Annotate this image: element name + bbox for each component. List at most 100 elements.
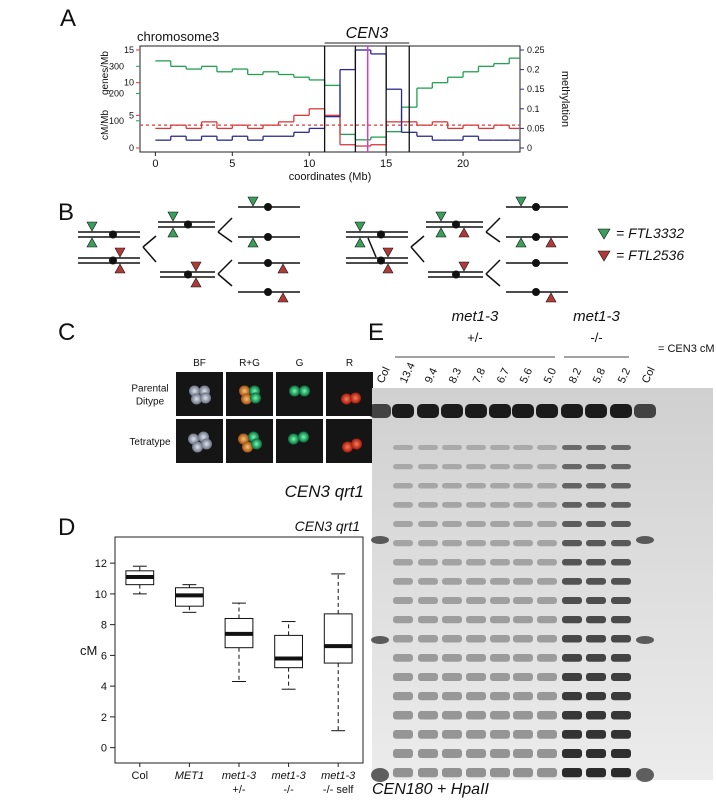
group-label: met1-3	[573, 308, 620, 325]
gel-band	[586, 692, 606, 701]
gel-band	[418, 673, 438, 681]
spore	[350, 392, 361, 404]
gel-band	[513, 616, 533, 624]
legend-label: = FTL2536	[616, 247, 684, 263]
micrograph	[276, 419, 323, 463]
chart-title: chromosome3	[137, 29, 219, 44]
gel-band	[611, 483, 631, 489]
x-tick-label: 15	[380, 158, 392, 170]
gel-band	[562, 768, 582, 778]
gel-band	[393, 521, 413, 527]
gel-band	[513, 654, 533, 662]
micrograph	[226, 419, 273, 463]
gel-band	[537, 749, 557, 758]
y3-tick-label: 300	[109, 61, 124, 71]
gel-band	[537, 654, 557, 662]
gel-band	[562, 654, 582, 662]
y-tick-label: 6	[101, 650, 107, 662]
gel-band	[466, 711, 486, 720]
gel-band	[536, 404, 558, 418]
x-tick-label: 0	[152, 158, 158, 170]
gel-band	[611, 768, 631, 778]
gel-band	[393, 711, 413, 720]
gel-band	[442, 711, 462, 720]
gel-band	[466, 635, 486, 643]
gel-band	[442, 749, 462, 758]
gel-band	[393, 578, 413, 585]
lane-unit: = CEN3 cM	[658, 343, 715, 355]
spore	[201, 438, 212, 450]
caption: CEN3 qrt1	[285, 482, 364, 501]
gel-band	[586, 711, 606, 720]
y3-tick-label: 200	[109, 89, 124, 99]
gel-band	[586, 749, 606, 758]
gel-band	[442, 540, 462, 547]
genotype-label: +/-	[467, 330, 483, 345]
gel-band	[442, 654, 462, 662]
column-header: G	[296, 358, 304, 369]
micrograph	[276, 372, 323, 416]
gel-band	[418, 540, 438, 547]
gel-band	[562, 521, 582, 527]
gel-band	[562, 540, 582, 547]
lane-label: 5.0	[542, 366, 559, 385]
x-tick-label: met1-3	[321, 770, 356, 782]
spore	[242, 441, 253, 453]
panel-letter: D	[58, 514, 75, 541]
gel-band	[442, 483, 462, 489]
gel-band	[537, 597, 557, 604]
gel-band	[562, 578, 582, 585]
micrograph	[326, 419, 373, 463]
gel-band	[393, 692, 413, 701]
gel-band	[393, 464, 413, 470]
spore	[241, 393, 252, 405]
y2-tick-label: 0.2	[527, 65, 540, 75]
y2-tick-label: 0	[527, 143, 532, 153]
gel-band	[490, 692, 510, 701]
gel-band	[393, 483, 413, 489]
gel-band	[371, 768, 389, 782]
microscopy-panel: BF R+G G R Parental Ditype Tetratype CEN3 qrt1	[129, 358, 373, 501]
gel-band	[490, 559, 510, 566]
row-label: Parental	[131, 384, 168, 395]
gel-band	[562, 597, 582, 604]
gel-band	[611, 673, 631, 681]
lane-label: 5.8	[591, 366, 608, 385]
legend-label: = FTL3332	[616, 225, 684, 241]
gel-band	[610, 404, 632, 418]
y2-tick-label: 0.15	[527, 84, 545, 94]
lane-label: 8.3	[447, 366, 464, 385]
gel-band	[537, 730, 557, 739]
gel-band	[537, 445, 557, 450]
spore	[192, 441, 203, 453]
gel-band	[393, 768, 413, 778]
x-tick-label: 10	[303, 158, 315, 170]
gel-band	[636, 536, 654, 544]
gel-band	[586, 483, 606, 489]
y-tick-label: 5	[129, 110, 134, 120]
gel-band	[513, 445, 533, 450]
column-header: R	[346, 358, 353, 369]
gel-band	[537, 635, 557, 643]
gel-band	[442, 768, 462, 778]
gel-band	[442, 445, 462, 450]
y-axis-label: cM	[80, 643, 97, 658]
gel-band	[466, 540, 486, 547]
lane-label: 8.2	[567, 366, 584, 385]
gel-band	[490, 635, 510, 643]
gel-band	[441, 404, 463, 418]
gel-band	[418, 768, 438, 778]
gel-band	[513, 464, 533, 470]
chart-title: CEN3 qrt1	[295, 518, 360, 534]
gel-band	[611, 502, 631, 508]
row-label: Ditype	[136, 397, 165, 408]
panel-letter: C	[58, 319, 75, 346]
gel-band	[418, 654, 438, 662]
gel-band	[490, 502, 510, 508]
gel-band	[562, 483, 582, 489]
gel-band	[586, 445, 606, 450]
lane-label: Col	[640, 365, 658, 385]
gel-band	[513, 559, 533, 566]
y-tick-label: 12	[95, 558, 107, 570]
